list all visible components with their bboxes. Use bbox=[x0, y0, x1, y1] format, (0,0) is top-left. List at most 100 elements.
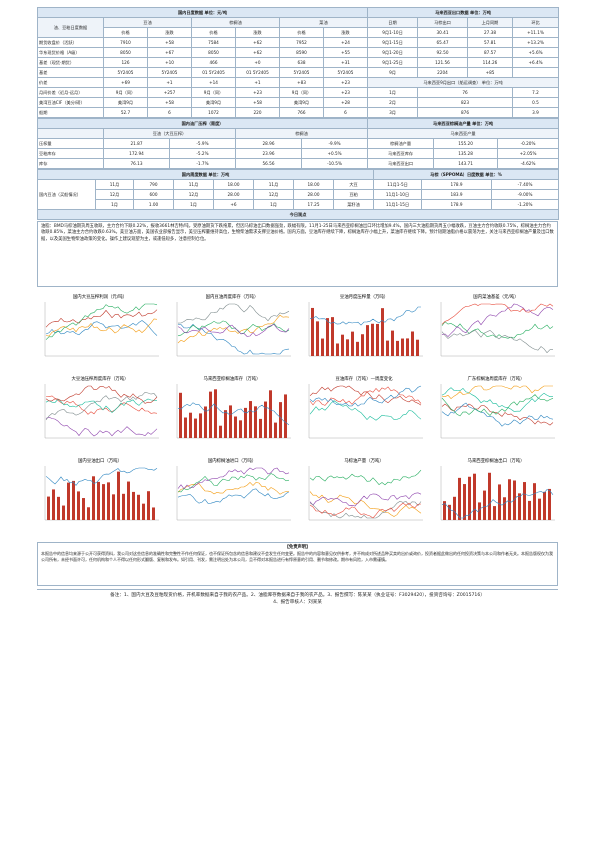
chart-line bbox=[177, 323, 290, 355]
chart-bar bbox=[219, 425, 222, 438]
chart-bar bbox=[224, 410, 227, 438]
chart-line bbox=[309, 385, 422, 406]
chart-bar bbox=[411, 331, 414, 356]
chart-bar bbox=[152, 507, 155, 520]
mid-header-2: 棕榈油 bbox=[234, 128, 369, 139]
chart-bar bbox=[127, 481, 130, 520]
chart-bar bbox=[274, 422, 277, 438]
right-sub-cell: 1月 bbox=[367, 87, 418, 98]
chart-line bbox=[45, 309, 158, 328]
chart-bar bbox=[443, 501, 446, 520]
chart-panel: 广东棕榈油周度库存（万吨） bbox=[433, 374, 559, 448]
data-cell: 01 5Y2405 bbox=[191, 67, 236, 78]
chart-panel: 豆油库存（万吨）—周度变化 bbox=[301, 374, 427, 448]
commentary-text: 油脂：BMD马棕油期货周五收跌，主力合约下跌0.22%，报收3661林吉特/吨，… bbox=[37, 221, 558, 287]
chart-axis bbox=[44, 466, 159, 521]
chart-bar bbox=[52, 489, 55, 520]
chart-bar bbox=[122, 493, 125, 520]
footer: 备注：1、国内大豆及豆粕现货价格，开机率数据来自于我的农产品。2、油脂库存数据来… bbox=[37, 589, 558, 608]
right-header-0: 日期 bbox=[367, 17, 418, 28]
right-sub-cell: 76 bbox=[417, 87, 513, 98]
chart-bar bbox=[107, 482, 110, 520]
data-cell: 155.20 bbox=[433, 138, 499, 149]
row-label: 库存 bbox=[37, 158, 104, 169]
right-cell: +6.4% bbox=[511, 57, 560, 68]
data-cell: +28 bbox=[323, 97, 368, 108]
chart-bar bbox=[92, 476, 95, 520]
right-sub-cell: 3.9 bbox=[511, 107, 560, 118]
chart-axis bbox=[176, 466, 291, 521]
data-cell: -1.20% bbox=[491, 199, 560, 210]
data-cell: +62 bbox=[235, 37, 280, 48]
chart-axis bbox=[440, 384, 555, 439]
right-sub-cell: 2月 bbox=[367, 97, 418, 108]
data-cell: -1.7% bbox=[169, 158, 236, 169]
data-cell: 11月 bbox=[253, 179, 294, 190]
data-cell: 1月 bbox=[95, 199, 134, 210]
chart-bar bbox=[513, 480, 516, 520]
data-cell: 28.96 bbox=[235, 138, 302, 149]
data-cell: 马来西亚出口 bbox=[367, 158, 435, 169]
chart-bar bbox=[458, 477, 461, 520]
table-row: 1月 1.00 1月 +6 1月 17.25 菜籽油 11月1-15日 178.9 -1.20% bbox=[38, 199, 560, 210]
chart-bar bbox=[229, 405, 232, 438]
data-cell: +62 bbox=[235, 47, 280, 58]
chart-line bbox=[309, 491, 422, 517]
chart-bar bbox=[463, 484, 466, 520]
chart-panel: 马来西亚棕榈油库存（万吨） bbox=[169, 374, 295, 448]
chart-svg: 马棕油产量（万吨） bbox=[308, 457, 423, 521]
disclaimer-title: 【免责声明】 bbox=[284, 545, 311, 550]
chart-line bbox=[309, 306, 421, 326]
chart-bar bbox=[346, 339, 349, 356]
data-cell: +69 bbox=[103, 77, 148, 88]
data-cell: 6 bbox=[147, 107, 192, 118]
chart-panel: 大豆油压榨周度库存（万吨） bbox=[37, 374, 163, 448]
table-row: 国内豆油（买船情况） 11月 790 11月 18.00 11月 18.00 大豆 11月1-5… bbox=[37, 179, 560, 210]
chart-line bbox=[177, 488, 290, 504]
data-cell: 7584 bbox=[191, 37, 236, 48]
table-row: 12月 600 12月 28.00 12月 28.00 豆粕 11月1-10日 183.9 -9.… bbox=[38, 189, 560, 200]
col-change: 涨跌 bbox=[323, 27, 368, 38]
right-cell: 2204 bbox=[417, 67, 468, 78]
chart-bar bbox=[72, 480, 75, 520]
table-row: 月间价差（近月-远月） 9月（同） +257 9月（同） +23 9月（同） +23 1月 76… bbox=[37, 87, 560, 98]
right-cell: 121.56 bbox=[417, 57, 468, 68]
chart-line bbox=[441, 303, 554, 338]
data-cell: 7910 bbox=[103, 37, 148, 48]
row-label: 豆粕库存 bbox=[37, 148, 104, 159]
data-cell: +58 bbox=[147, 97, 192, 108]
chart-bar bbox=[311, 307, 314, 356]
right-cell: 114.26 bbox=[467, 57, 513, 68]
data-cell: 18.00 bbox=[213, 179, 254, 190]
bottom-left-label: 国内豆油（买船情况） bbox=[37, 179, 96, 210]
data-cell: +10 bbox=[147, 57, 192, 68]
data-cell: 11月1-10日 bbox=[373, 189, 423, 200]
chart-line bbox=[309, 492, 422, 507]
chart-line bbox=[309, 469, 422, 486]
row-label: 月间价差（近月-远月） bbox=[37, 87, 104, 98]
data-cell: 6 bbox=[323, 107, 368, 118]
data-cell: 600 bbox=[133, 189, 174, 200]
data-cell: 11月1-15日 bbox=[373, 199, 423, 210]
right-sub-cell: 3月 bbox=[367, 107, 418, 118]
table-row: 压榨量 21.87 -5.9% 28.96 -9.9% 棕榈油产量 155.20 -0.20% bbox=[37, 138, 560, 149]
data-cell: 790 bbox=[133, 179, 174, 190]
chart-bar bbox=[376, 323, 379, 356]
chart-bar bbox=[366, 325, 369, 356]
mid-header-1: 豆油（大豆压榨） bbox=[103, 128, 236, 139]
row-label: 基差（现货-期货） bbox=[37, 57, 104, 68]
data-cell: 56.56 bbox=[235, 158, 302, 169]
row-label: 基差 bbox=[37, 67, 104, 78]
chart-panel: 国内菜油基差（元/吨） bbox=[433, 292, 559, 366]
right-cell: 9月 bbox=[367, 67, 418, 78]
table-row: 船期 52.7 6 1072 220 766 6 3月 876 3.9 bbox=[37, 107, 560, 118]
right-cell bbox=[511, 67, 560, 78]
data-cell: 5Y2405 bbox=[323, 67, 368, 78]
chart-line bbox=[441, 402, 554, 427]
right-cell: 9月1-15日 bbox=[367, 37, 418, 48]
chart-bar bbox=[284, 394, 287, 438]
data-cell: 76.13 bbox=[103, 158, 170, 169]
chart-bar bbox=[381, 308, 384, 356]
bottom-right-title: 马棕（SPPOMA）日度数据 单位：% bbox=[373, 169, 560, 180]
chart-axis bbox=[176, 384, 291, 439]
